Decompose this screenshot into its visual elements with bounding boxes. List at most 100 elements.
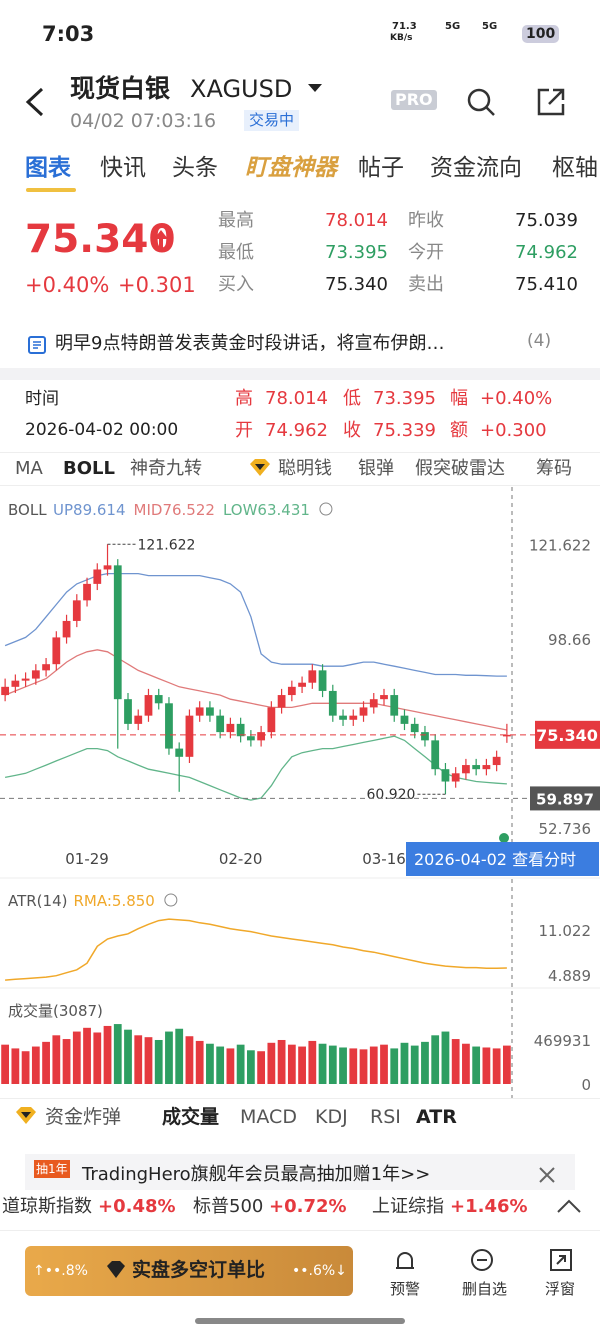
ticker-name[interactable]: 道琼斯指数 bbox=[2, 1196, 92, 1217]
tab[interactable]: 快讯 bbox=[100, 155, 146, 181]
ohlc-label: 额 bbox=[450, 420, 468, 441]
price: 75.340 bbox=[25, 217, 176, 262]
indicator-tab[interactable]: 资金炸弹 bbox=[45, 1106, 122, 1128]
volume-bar bbox=[216, 1046, 225, 1084]
diamond-icon bbox=[107, 1261, 125, 1278]
volume-bar bbox=[369, 1046, 378, 1084]
action-label[interactable]: 删自选 bbox=[462, 1280, 508, 1298]
indicator-tab[interactable]: 神奇九转 bbox=[130, 458, 202, 479]
volume-bar bbox=[267, 1042, 276, 1084]
share[interactable] bbox=[535, 86, 567, 118]
ticker-value[interactable]: +0.48% bbox=[98, 1196, 176, 1217]
volume-bar bbox=[175, 1028, 184, 1084]
boll-line bbox=[4, 572, 507, 677]
ohlc-value: 78.014 bbox=[265, 388, 328, 409]
candle-body bbox=[502, 734, 511, 737]
tooltip[interactable] bbox=[406, 842, 599, 876]
up-arrow bbox=[154, 230, 168, 248]
candle-body bbox=[318, 670, 327, 691]
tab[interactable]: 图表 bbox=[25, 155, 71, 181]
candle-body bbox=[113, 565, 122, 700]
ohlc-label: 幅 bbox=[450, 388, 468, 409]
boll-line bbox=[4, 649, 508, 731]
chart: 121.62298.6675.69852.73601-2902-2003-16B… bbox=[0, 487, 600, 1098]
volume-bar bbox=[134, 1035, 143, 1084]
volume-bar bbox=[421, 1041, 429, 1084]
indicator-tab[interactable]: ATR bbox=[416, 1106, 457, 1128]
candle-body bbox=[93, 569, 102, 584]
ohlc-value: +0.40% bbox=[480, 388, 553, 409]
net-speed: 71.3 bbox=[392, 21, 417, 32]
indicator-tab[interactable]: MA bbox=[15, 458, 43, 479]
back-button[interactable] bbox=[22, 86, 48, 118]
ticker-name[interactable]: 标普500 bbox=[193, 1196, 264, 1217]
volume-bar bbox=[1, 1044, 10, 1084]
volume-bar bbox=[226, 1048, 235, 1084]
indicator-tab[interactable]: 聪明钱 bbox=[278, 458, 332, 479]
legend-value: 89.614 bbox=[73, 501, 126, 519]
indicator-tab[interactable]: BOLL bbox=[63, 458, 115, 479]
ticker-name[interactable]: 上证综指 bbox=[372, 1196, 444, 1217]
candle-body bbox=[267, 707, 276, 733]
indicator-tab[interactable]: 银弹 bbox=[358, 458, 394, 479]
ad-banner[interactable] bbox=[25, 1154, 575, 1190]
tab[interactable]: 资金流向 bbox=[430, 155, 522, 181]
indicator-tab[interactable]: 成交量 bbox=[162, 1106, 220, 1128]
volume-bar bbox=[431, 1035, 440, 1084]
volume-bar bbox=[72, 1031, 81, 1084]
pro-badge[interactable]: PRO bbox=[391, 90, 437, 110]
ticker-value[interactable]: +0.72% bbox=[269, 1196, 347, 1217]
action-label[interactable]: 预警 bbox=[389, 1280, 420, 1298]
symbol[interactable]: XAGUSD bbox=[190, 75, 293, 103]
indicator-tab[interactable]: KDJ bbox=[315, 1106, 348, 1128]
dropdown[interactable] bbox=[308, 84, 322, 94]
battery: 100 bbox=[522, 25, 560, 43]
stat-value: 73.395 bbox=[325, 242, 388, 263]
annotation: 60.920 bbox=[366, 787, 415, 803]
search[interactable] bbox=[465, 86, 497, 118]
clock: 7:03 bbox=[42, 22, 95, 46]
candle-body bbox=[462, 765, 470, 774]
volume-bar bbox=[195, 1040, 204, 1084]
ticker-value[interactable]: +1.46% bbox=[450, 1196, 528, 1217]
indicator-tab[interactable]: MACD bbox=[240, 1106, 297, 1128]
y-tick-label: 469931 bbox=[534, 1032, 591, 1050]
volume-bar bbox=[277, 1039, 286, 1084]
remove-icon[interactable] bbox=[470, 1248, 494, 1272]
candle-body bbox=[482, 765, 491, 770]
legend-name: UP bbox=[53, 501, 73, 519]
ticker-bg bbox=[0, 1190, 600, 1228]
legend-value: 63.431 bbox=[257, 501, 310, 519]
divider bbox=[0, 485, 600, 486]
news-count[interactable]: (4) bbox=[527, 331, 552, 351]
volume-bar bbox=[328, 1045, 337, 1084]
candle-body bbox=[410, 723, 419, 733]
ohlc-value: 75.339 bbox=[373, 420, 436, 441]
tab[interactable]: 枢轴 bbox=[552, 155, 598, 181]
current-dot bbox=[499, 833, 509, 843]
ad-text[interactable]: TradingHero旗舰年会员最高抽加赠1年>> bbox=[82, 1164, 431, 1185]
indicator-tab[interactable]: 筹码 bbox=[536, 458, 572, 479]
alert-icon[interactable] bbox=[393, 1248, 417, 1272]
tab[interactable]: 帖子 bbox=[358, 155, 404, 181]
tab[interactable]: 盯盘神器 bbox=[245, 155, 337, 181]
divider bbox=[0, 452, 600, 453]
float-icon[interactable] bbox=[549, 1248, 573, 1272]
candle-body bbox=[124, 699, 132, 724]
news-text[interactable]: 明早9点特朗普发表黄金时段讲话，将宣布伊朗… bbox=[55, 333, 445, 354]
candle-body bbox=[185, 715, 194, 757]
close-ad[interactable] bbox=[538, 1166, 556, 1184]
expand[interactable] bbox=[556, 1198, 582, 1214]
candle-body bbox=[287, 686, 296, 696]
tab[interactable]: 头条 bbox=[172, 155, 218, 181]
change: +0.301 bbox=[118, 273, 196, 297]
indicator-tab[interactable]: 假突破雷达 bbox=[415, 458, 505, 479]
action-label[interactable]: 浮窗 bbox=[544, 1280, 575, 1298]
order-ratio-button[interactable] bbox=[25, 1246, 353, 1296]
price-label: 75.340 bbox=[536, 726, 598, 745]
indicator-tab[interactable]: RSI bbox=[370, 1106, 401, 1128]
candle-body bbox=[236, 723, 245, 737]
price-tag bbox=[535, 720, 600, 749]
x-tick-label: 02-20 bbox=[219, 850, 263, 868]
tab-underline bbox=[26, 188, 76, 192]
